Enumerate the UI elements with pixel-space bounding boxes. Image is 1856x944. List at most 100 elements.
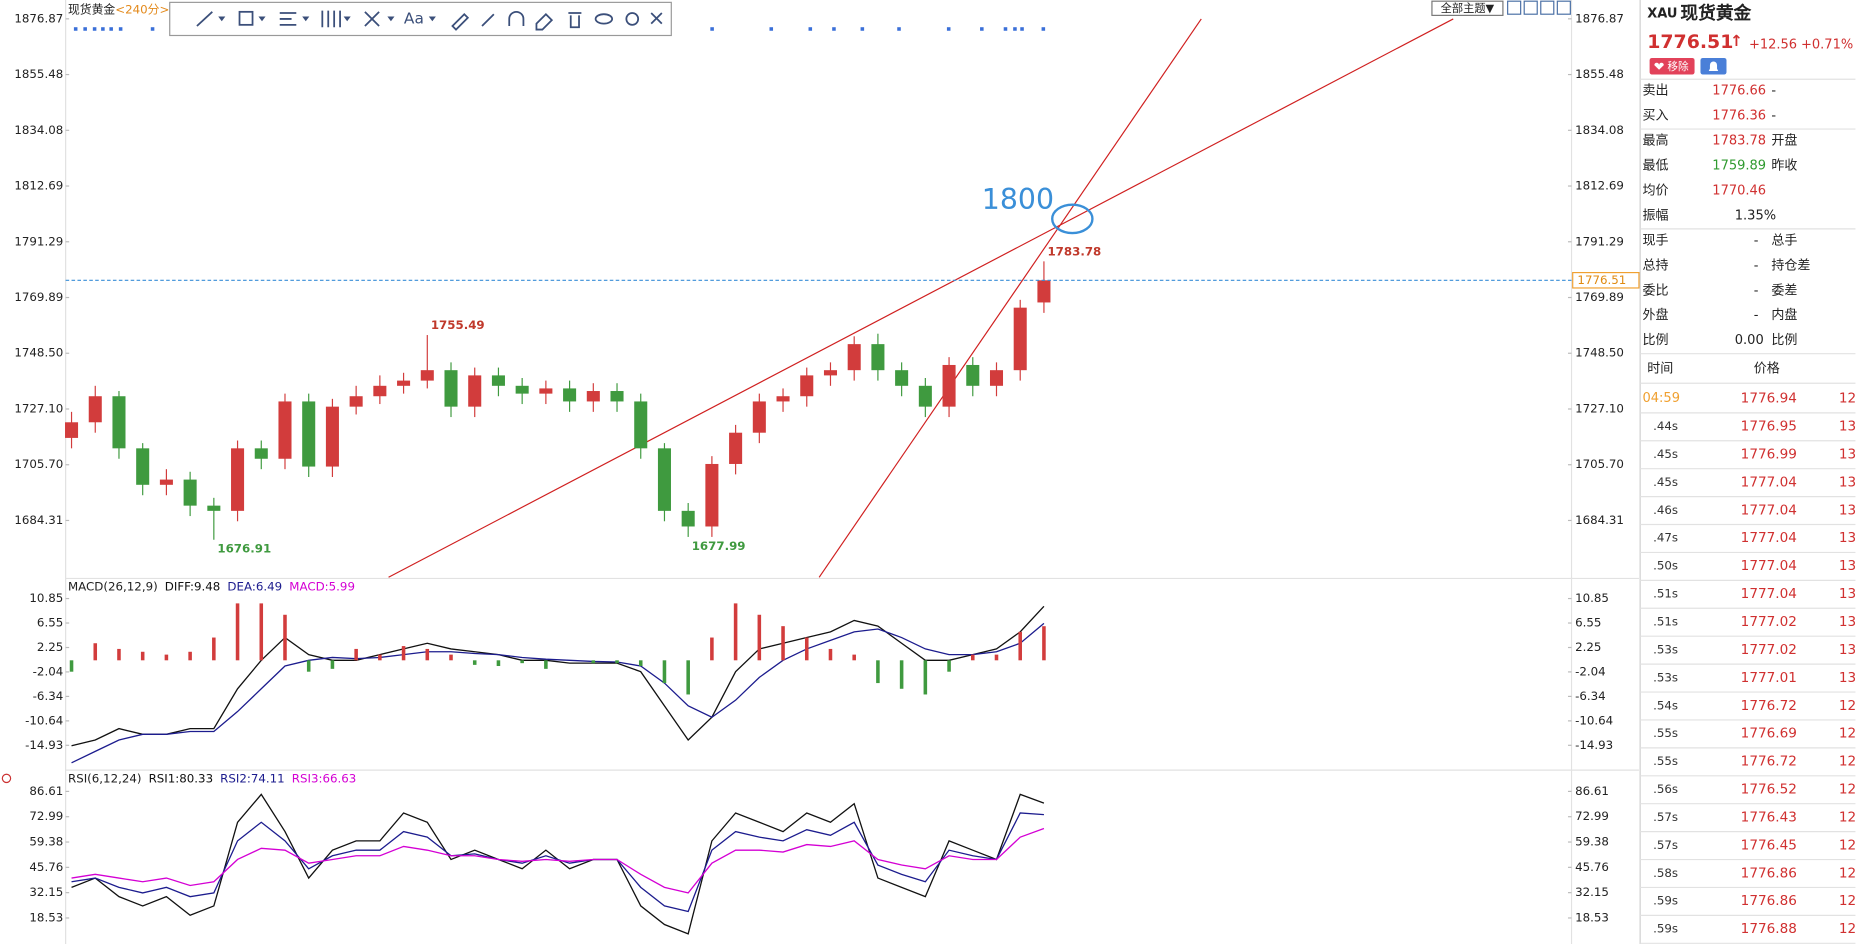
quote-field-label: 均价 — [1643, 183, 1669, 198]
y-tick-label: 1876.87 — [14, 11, 63, 25]
layout-button[interactable] — [1507, 0, 1522, 15]
quote-field-value: 0.00 — [1735, 333, 1764, 348]
trade-volume: 13 — [1839, 586, 1856, 602]
candle-body — [302, 401, 316, 467]
candle-body — [254, 448, 268, 459]
y-tick-label-right: -2.04 — [1575, 664, 1606, 678]
candle-body — [159, 479, 173, 485]
trade-volume: 12 — [1839, 391, 1856, 407]
y-tick-label-right: 45.76 — [1575, 860, 1609, 874]
dropdown-arrows — [218, 16, 436, 22]
eraser-tool[interactable] — [535, 12, 554, 31]
event-marker — [1003, 27, 1008, 31]
trade-price: 1777.02 — [1741, 642, 1797, 658]
histogram-bar — [259, 603, 264, 661]
measure-tool[interactable] — [451, 12, 470, 31]
legend-entry: DEA:6.49 — [227, 579, 282, 593]
trade-time: .45s — [1653, 447, 1678, 461]
trade-time: .56s — [1653, 782, 1678, 796]
fib-tool[interactable] — [279, 12, 297, 26]
y-tick-label: 1705.70 — [14, 457, 63, 471]
trade-time: .47s — [1653, 531, 1678, 545]
trade-price: 1777.01 — [1741, 670, 1797, 686]
shape-tool[interactable] — [238, 10, 254, 26]
trade-volume: 13 — [1839, 419, 1856, 435]
y-tick-label: 1834.08 — [14, 123, 63, 137]
remove-button-frame[interactable] — [1649, 57, 1695, 75]
candle-body — [634, 401, 648, 449]
indicator-title: RSI(6,12,24) — [68, 771, 141, 785]
period: <240分> — [115, 2, 169, 16]
quote-field-value: 1783.78 — [1712, 134, 1766, 149]
layout-button[interactable] — [1540, 0, 1555, 15]
visibility-tool[interactable] — [594, 13, 614, 25]
histogram-bar — [852, 654, 856, 661]
pattern-tool[interactable] — [364, 11, 380, 27]
symbol-name: 现货黄金 — [68, 2, 115, 16]
trade-time: .58s — [1653, 866, 1678, 880]
histogram-bar — [496, 660, 501, 667]
event-marker — [150, 27, 155, 31]
trade-time: .54s — [1653, 698, 1678, 712]
y-tick-label: 1812.69 — [14, 179, 63, 193]
candle-body — [989, 370, 1004, 386]
layout-button[interactable] — [1556, 0, 1571, 15]
quote-field-label: 委比 — [1643, 283, 1669, 298]
histogram-bar — [140, 651, 145, 661]
y-tick-label-right: 6.55 — [1575, 616, 1601, 630]
text-tool[interactable]: Aa — [404, 9, 424, 27]
quote-field-label: 持仓差 — [1771, 258, 1810, 273]
histogram-bar — [520, 660, 524, 664]
delete-tool[interactable] — [568, 12, 582, 29]
quote-field-value: 1776.36 — [1712, 109, 1766, 124]
trade-header: 价格 — [1754, 361, 1780, 377]
y-tick-label-right: 86.61 — [1575, 784, 1609, 798]
y-tick-label: 1684.31 — [14, 513, 63, 527]
quote-price: 1776.51 — [1647, 31, 1733, 53]
candle-body — [468, 375, 482, 407]
candle-body — [752, 401, 766, 433]
theme-menu-frame[interactable] — [1431, 0, 1504, 16]
trade-time: .46s — [1653, 503, 1678, 517]
layout-button[interactable] — [1523, 0, 1538, 15]
y-tick-label-right: 1748.50 — [1575, 346, 1624, 360]
close-toolbar[interactable] — [650, 12, 663, 25]
candle-body — [207, 505, 221, 511]
quote-field-label: 委差 — [1771, 283, 1797, 298]
candle-body — [539, 388, 553, 394]
target-circle — [1051, 203, 1094, 235]
y-tick-label-right: 32.15 — [1575, 885, 1609, 899]
candle-body — [610, 391, 624, 402]
trade-time: .53s — [1653, 670, 1678, 684]
trade-time: .55s — [1653, 726, 1678, 740]
event-marker — [1013, 27, 1017, 31]
settings-tool[interactable] — [625, 12, 640, 26]
candle-body — [823, 370, 838, 376]
legend-entry: RSI2:74.11 — [220, 771, 285, 785]
legend-entry: RSI1:80.33 — [149, 771, 214, 785]
quote-field-value: 1.35% — [1735, 208, 1776, 223]
candle-body — [563, 388, 577, 402]
y-tick-label: -14.93 — [25, 738, 63, 752]
trade-price: 1776.86 — [1741, 893, 1797, 909]
quote-field-label: - — [1771, 84, 1776, 99]
brush-tool[interactable] — [481, 13, 495, 27]
histogram-bar — [994, 654, 999, 661]
magnet-tool[interactable] — [508, 11, 525, 27]
event-marker — [83, 27, 87, 31]
histogram-bar — [662, 660, 667, 684]
histogram-bar — [306, 660, 311, 672]
indicator-settings[interactable] — [1, 773, 12, 784]
histogram-bar — [378, 654, 382, 661]
gann-tool[interactable] — [321, 10, 341, 28]
event-marker — [101, 27, 105, 31]
theme-menu[interactable]: 全部主题▼ — [1441, 1, 1495, 15]
remove-button[interactable]: 移除 — [1667, 60, 1689, 73]
trade-price: 1776.72 — [1741, 754, 1797, 770]
y-tick-label-right: 18.53 — [1575, 910, 1609, 924]
trade-price: 1776.99 — [1741, 446, 1797, 462]
line-tool[interactable] — [196, 11, 213, 27]
candle-body — [800, 375, 814, 397]
event-marker — [897, 27, 901, 31]
